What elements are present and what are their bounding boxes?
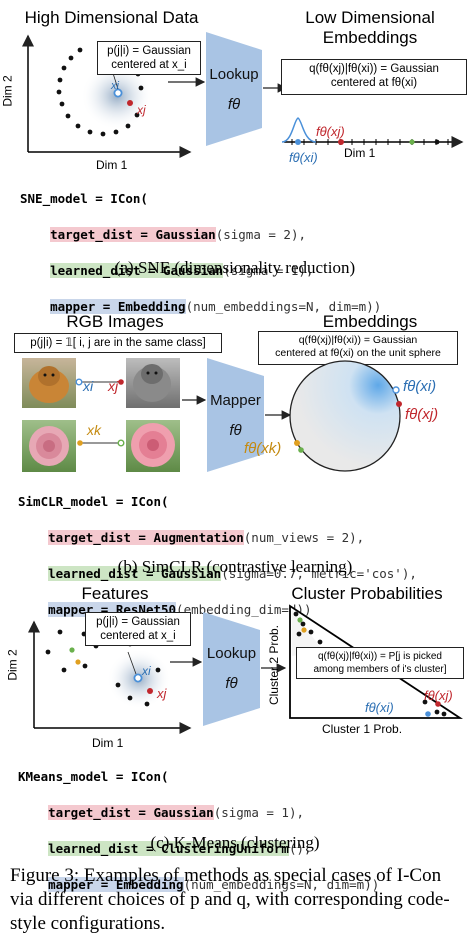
panel-a-code: SNE_model = ICon( target_dist = Gaussian…	[20, 191, 382, 314]
panel-c-q-box: q(fθ(xj)|fθ(xi)) = P[j is picked among m…	[296, 647, 464, 679]
panel-a-lookup-trapezoid	[206, 32, 262, 146]
panel-b-f-xk-point	[294, 440, 300, 446]
panel-b-f-xi-point	[392, 386, 400, 394]
panel-a-f-xj-label: fθ(xj)	[316, 124, 345, 139]
panel-b-header-left: RGB Images	[66, 312, 164, 331]
panel-a-dim2-label: Dim 2	[0, 75, 15, 107]
panel-b-q-box: q(fθ(xj)|fθ(xi)) = Gaussian centered at …	[258, 331, 458, 365]
panel-a-f-xi-point	[295, 139, 301, 145]
panel-c-f-xi-label: fθ(xi)	[365, 700, 394, 715]
panel-a-dim1-label: Dim 1	[96, 158, 128, 172]
panel-b-f-xi-label: fθ(xi)	[403, 378, 437, 395]
panel-c-xj-label: xj	[157, 686, 167, 701]
panel-b-caption: (b) SimCLR (contrastive learning)	[117, 557, 353, 576]
panel-c-f-xi-point	[425, 711, 431, 717]
panel-a-gaussian-curve	[281, 117, 317, 143]
dog-image-2	[126, 358, 180, 408]
panel-c-xi-point	[133, 673, 143, 683]
panel-a-diagram	[22, 32, 464, 158]
rose-image-2	[126, 420, 180, 472]
panel-a-xi-point	[113, 88, 123, 98]
panel-c-cluster1-label: Cluster 1 Prob.	[322, 722, 403, 736]
panel-c-p-box: p(j|i) = Gaussian centered at x_i	[85, 612, 191, 646]
panel-c-dim1-label: Dim 1	[92, 736, 124, 750]
rose-image-1	[22, 420, 76, 472]
panel-a-f-xj-point	[338, 139, 344, 145]
panel-b-header-right: Embeddings	[322, 312, 418, 331]
panel-b-p-box: p(j|i) = 𝟙[ i, j are in the same class]	[14, 333, 222, 353]
panel-b-unit-sphere	[289, 360, 401, 472]
panel-c-caption: (c) K-Means (clustering)	[150, 833, 320, 852]
panel-a-xj-point	[127, 100, 133, 106]
panel-c-lookup-label: Lookup	[206, 645, 257, 662]
panel-b-xj-label: xj	[108, 378, 119, 394]
panel-c-f-label: fθ	[225, 675, 238, 692]
panel-a-q-box: q(fθ(xj)|fθ(xi)) = Gaussian centered at …	[281, 59, 467, 95]
panel-a-header-left: High Dimensional Data	[24, 8, 199, 27]
panel-b-f-xj-point	[396, 401, 402, 407]
panel-b-xk-label: xk	[87, 422, 101, 438]
panel-a-header-right-1: Low Dimensional	[305, 8, 435, 27]
panel-c-dim2-label: Dim 2	[5, 649, 20, 681]
panel-b-diagram	[22, 358, 402, 472]
panel-c-cluster2-label: Cluster 2 Prob.	[267, 624, 282, 706]
panel-c-f-xj-point	[435, 701, 441, 707]
panel-c-f-xj-label: fθ(xj)	[424, 688, 453, 703]
panel-a-points	[56, 47, 144, 137]
dog-image-1	[22, 358, 76, 408]
panel-b-xi-label: xi	[83, 378, 94, 394]
panel-c-header-right: Cluster Probabilities	[291, 584, 443, 603]
panel-b-f-label: fθ	[229, 422, 242, 439]
panel-c-lookup-trapezoid	[203, 612, 260, 726]
panel-c-code: KMeans_model = ICon( target_dist = Gauss…	[18, 769, 380, 892]
panel-b-mapper-label: Mapper	[210, 392, 261, 409]
panel-a-lookup-label: Lookup	[209, 66, 259, 83]
figure-caption: Figure 3: Examples of methods as special…	[10, 865, 450, 934]
panel-a-header-right-2: Embeddings	[322, 28, 418, 47]
panel-a-f-label: fθ	[227, 96, 241, 113]
panel-a-f-xi-label: fθ(xi)	[289, 150, 318, 165]
panel-a-xi-label: xi	[111, 80, 119, 92]
panel-a-caption: (a) SNE (dimensionality reduction)	[114, 258, 356, 277]
panel-b-f-xj-label: fθ(xj)	[405, 406, 439, 423]
panel-c-xi-label: xi	[142, 664, 151, 678]
panel-a-dim1-right-label: Dim 1	[344, 146, 376, 160]
panel-c-header-left: Features	[81, 584, 149, 603]
panel-b-mapper-trapezoid	[207, 358, 264, 472]
panel-c-xj-point	[147, 688, 153, 694]
panel-a-p-box: p(j|i) = Gaussian centered at x_i	[97, 41, 201, 75]
panel-a-xj-label: xj	[137, 103, 146, 117]
panel-b-f-xk-label: fθ(xk)	[244, 440, 282, 457]
